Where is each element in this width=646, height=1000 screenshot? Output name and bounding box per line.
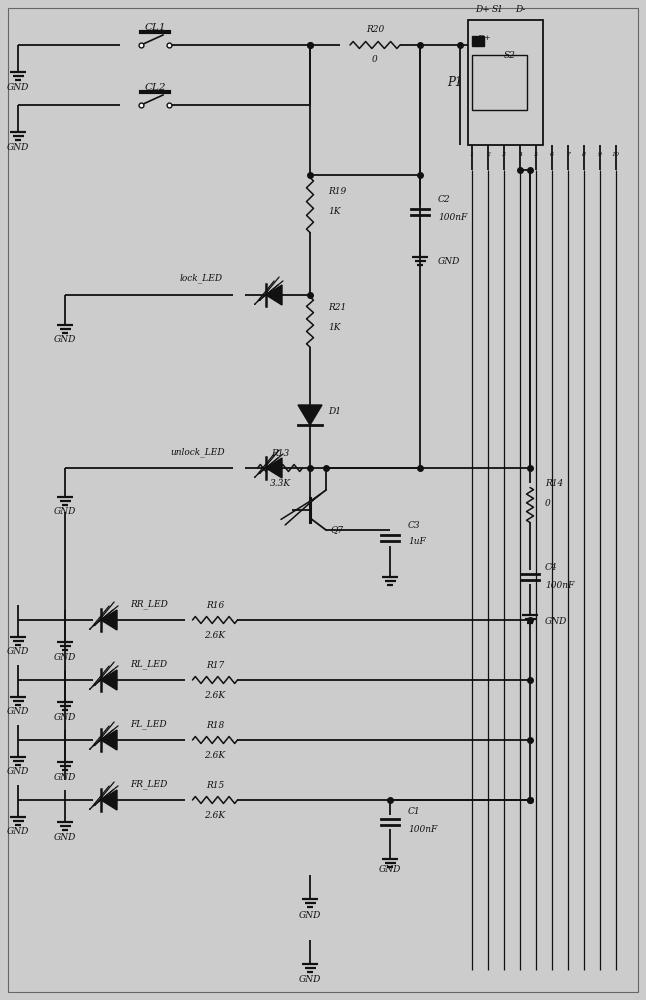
Text: 2.6K: 2.6K [204, 631, 225, 640]
Text: 2.6K: 2.6K [204, 690, 225, 700]
Text: 1K: 1K [328, 322, 340, 332]
Text: FR_LED: FR_LED [130, 779, 167, 789]
Text: 100nF: 100nF [545, 580, 574, 589]
Text: C2: C2 [438, 196, 451, 205]
Text: D+: D+ [477, 34, 491, 42]
Text: FL_LED: FL_LED [130, 719, 167, 729]
Text: RR_LED: RR_LED [130, 599, 168, 609]
Text: GND: GND [54, 652, 76, 662]
Text: 2.6K: 2.6K [204, 810, 225, 820]
Text: R21: R21 [328, 302, 346, 312]
Bar [472, 55, 527, 110]
Polygon shape [101, 670, 117, 690]
Text: C4: C4 [545, 564, 557, 572]
Text: 2.6K: 2.6K [204, 750, 225, 760]
Polygon shape [298, 405, 322, 425]
Text: R16: R16 [206, 600, 224, 609]
Text: 0: 0 [372, 55, 378, 64]
Text: Q7: Q7 [330, 526, 343, 534]
Text: 6: 6 [550, 152, 554, 157]
Text: RL_LED: RL_LED [130, 659, 167, 669]
Text: GND: GND [545, 617, 567, 626]
Text: GND: GND [54, 772, 76, 782]
Text: D-: D- [515, 5, 525, 14]
Text: GND: GND [7, 143, 29, 152]
Text: GND: GND [54, 712, 76, 722]
Text: S1: S1 [492, 5, 504, 14]
Text: 5: 5 [534, 152, 538, 157]
Polygon shape [101, 610, 117, 630]
Text: R19: R19 [328, 188, 346, 196]
Text: 1K: 1K [328, 208, 340, 217]
Bar [472, 36, 484, 46]
Text: GND: GND [438, 257, 461, 266]
Text: GND: GND [54, 832, 76, 842]
Text: GND: GND [54, 508, 76, 516]
Text: GND: GND [379, 865, 401, 874]
Text: 1uF: 1uF [408, 538, 426, 546]
Text: GND: GND [299, 976, 321, 984]
Text: unlock_LED: unlock_LED [170, 447, 225, 457]
Text: R17: R17 [206, 660, 224, 670]
Text: 7: 7 [566, 152, 570, 157]
Text: 3.3K: 3.3K [269, 479, 291, 488]
Text: 0: 0 [545, 498, 551, 508]
Text: GND: GND [7, 708, 29, 716]
Text: 2: 2 [486, 152, 490, 157]
Text: 1: 1 [470, 152, 474, 157]
Text: D+: D+ [475, 5, 490, 14]
Text: P1: P1 [448, 76, 463, 89]
Text: S2: S2 [504, 50, 516, 60]
Text: 10: 10 [612, 152, 620, 157]
Text: GND: GND [299, 910, 321, 920]
Text: R13: R13 [271, 448, 289, 458]
Text: lock_LED: lock_LED [180, 273, 223, 283]
Text: C3: C3 [408, 522, 421, 530]
Text: R15: R15 [206, 780, 224, 790]
Text: 100nF: 100nF [438, 214, 467, 223]
Polygon shape [101, 790, 117, 810]
Text: 4: 4 [518, 152, 522, 157]
Text: R14: R14 [545, 479, 563, 488]
Text: 8: 8 [582, 152, 586, 157]
Text: CL1: CL1 [144, 23, 166, 32]
Text: GND: GND [7, 648, 29, 656]
Text: GND: GND [54, 336, 76, 344]
Bar [468, 20, 543, 145]
Polygon shape [266, 285, 282, 305]
Text: R20: R20 [366, 25, 384, 34]
Text: D1: D1 [328, 408, 341, 416]
Text: 100nF: 100nF [408, 826, 437, 834]
Polygon shape [101, 730, 117, 750]
Text: GND: GND [7, 768, 29, 776]
Text: 3: 3 [502, 152, 506, 157]
Text: GND: GND [7, 828, 29, 836]
Text: CL2: CL2 [144, 84, 166, 93]
Text: GND: GND [7, 84, 29, 93]
Text: C1: C1 [408, 808, 421, 816]
Polygon shape [266, 458, 282, 478]
Text: R18: R18 [206, 720, 224, 730]
Text: 9: 9 [598, 152, 602, 157]
